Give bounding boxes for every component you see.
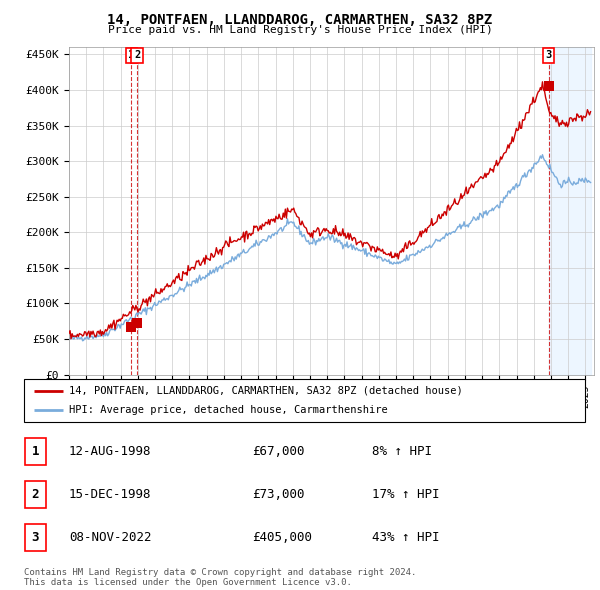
Text: £67,000: £67,000 [252, 445, 305, 458]
Text: 1: 1 [128, 50, 134, 60]
Text: HPI: Average price, detached house, Carmarthenshire: HPI: Average price, detached house, Carm… [69, 405, 388, 415]
Text: 3: 3 [32, 531, 39, 544]
Text: £73,000: £73,000 [252, 488, 305, 501]
Text: 17% ↑ HPI: 17% ↑ HPI [372, 488, 439, 501]
Text: 3: 3 [545, 50, 551, 60]
Text: £405,000: £405,000 [252, 531, 312, 544]
Text: 2: 2 [32, 488, 39, 501]
Text: 2: 2 [134, 50, 140, 60]
Text: Contains HM Land Registry data © Crown copyright and database right 2024.
This d: Contains HM Land Registry data © Crown c… [24, 568, 416, 587]
Text: 14, PONTFAEN, LLANDDAROG, CARMARTHEN, SA32 8PZ: 14, PONTFAEN, LLANDDAROG, CARMARTHEN, SA… [107, 13, 493, 27]
Text: Price paid vs. HM Land Registry's House Price Index (HPI): Price paid vs. HM Land Registry's House … [107, 25, 493, 35]
Text: 15-DEC-1998: 15-DEC-1998 [69, 488, 151, 501]
Text: 12-AUG-1998: 12-AUG-1998 [69, 445, 151, 458]
Text: 1: 1 [32, 445, 39, 458]
Text: 43% ↑ HPI: 43% ↑ HPI [372, 531, 439, 544]
Text: 8% ↑ HPI: 8% ↑ HPI [372, 445, 432, 458]
Text: 08-NOV-2022: 08-NOV-2022 [69, 531, 151, 544]
Text: 14, PONTFAEN, LLANDDAROG, CARMARTHEN, SA32 8PZ (detached house): 14, PONTFAEN, LLANDDAROG, CARMARTHEN, SA… [69, 386, 463, 396]
